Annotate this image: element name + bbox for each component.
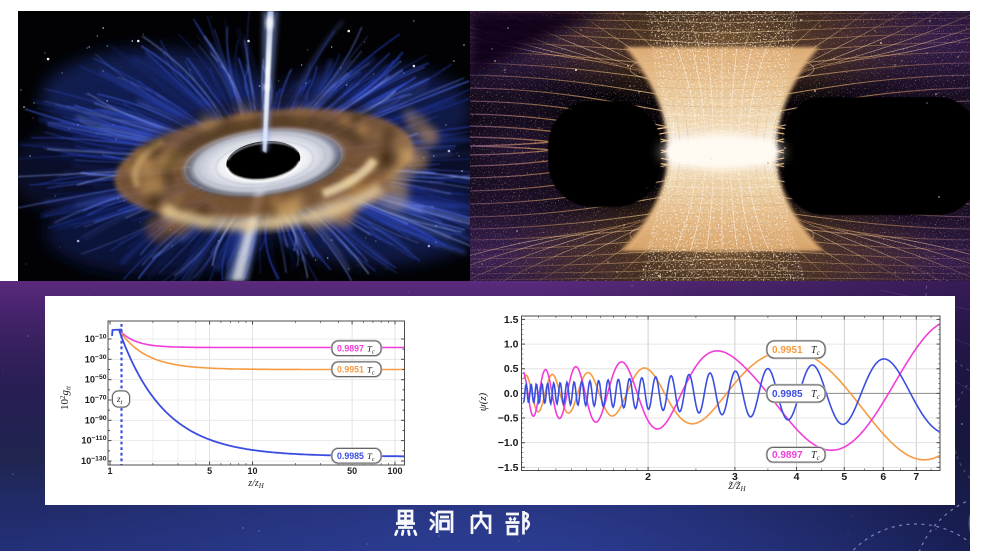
svg-text:−0.5: −0.5 — [498, 413, 519, 425]
svg-text:100: 100 — [387, 466, 402, 476]
svg-text:10−130: 10−130 — [81, 456, 107, 467]
svg-text:1.0: 1.0 — [504, 339, 519, 351]
svg-text:z/zH: z/zH — [247, 478, 265, 490]
svg-text:0.9985: 0.9985 — [337, 451, 364, 461]
svg-text:7: 7 — [913, 471, 919, 483]
svg-text:Tc: Tc — [811, 389, 821, 401]
svg-text:10−10: 10−10 — [85, 334, 107, 345]
svg-text:0.9985: 0.9985 — [772, 389, 803, 400]
svg-text:5: 5 — [841, 471, 847, 483]
svg-text:0.9951: 0.9951 — [772, 345, 803, 356]
svg-text:0.0: 0.0 — [504, 388, 519, 400]
svg-text:0.9897: 0.9897 — [337, 344, 364, 354]
svg-text:10−110: 10−110 — [81, 435, 106, 446]
svg-text:Tc: Tc — [367, 365, 375, 377]
svg-text:1.5: 1.5 — [504, 314, 519, 326]
svg-text:1: 1 — [107, 466, 112, 476]
svg-text:10−90: 10−90 — [85, 415, 107, 426]
svg-text:−1.0: −1.0 — [498, 437, 519, 449]
svg-text:Tc: Tc — [367, 344, 375, 356]
svg-text:Tc: Tc — [811, 450, 821, 462]
svg-text:102gtt: 102gtt — [59, 385, 73, 410]
svg-text:Tc: Tc — [367, 451, 375, 463]
svg-text:ψ(z): ψ(z) — [477, 392, 489, 411]
svg-text:50: 50 — [347, 466, 357, 476]
svg-text:0.5: 0.5 — [504, 363, 519, 375]
svg-text:6: 6 — [880, 471, 886, 483]
svg-text:3: 3 — [732, 471, 738, 483]
svg-text:zt: zt — [116, 394, 123, 406]
svg-text:4: 4 — [794, 471, 800, 483]
svg-text:2: 2 — [645, 471, 651, 483]
svg-text:0.9897: 0.9897 — [772, 450, 803, 461]
svg-text:0.9951: 0.9951 — [337, 365, 364, 375]
svg-text:5: 5 — [207, 466, 212, 476]
svg-text:10−70: 10−70 — [85, 395, 107, 406]
svg-text:Tc: Tc — [811, 345, 821, 357]
svg-text:10: 10 — [247, 466, 257, 476]
svg-text:z̃/z̃H: z̃/z̃H — [727, 480, 746, 493]
svg-text:10−30: 10−30 — [85, 354, 107, 365]
svg-text:10−50: 10−50 — [85, 374, 107, 385]
svg-text:−1.5: −1.5 — [498, 462, 519, 474]
